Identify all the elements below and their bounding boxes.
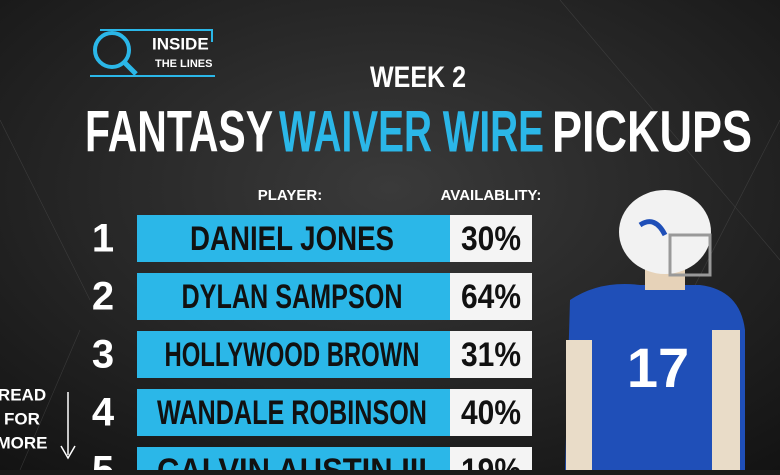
- player-image: 17: [565, 190, 745, 470]
- side-note: READ: [0, 385, 46, 404]
- name-cell: [137, 331, 450, 378]
- logo-line2: THE LINES: [155, 58, 212, 70]
- value-cell: [450, 331, 532, 378]
- logo: INSIDE THE LINES: [90, 29, 215, 77]
- player-name: DANIEL JONES: [190, 220, 394, 258]
- logo-line1: INSIDE: [152, 34, 209, 53]
- name-cell: [137, 215, 450, 262]
- availability: 19%: [461, 452, 521, 470]
- player-name: DYLAN SAMPSON: [182, 278, 403, 316]
- player-name: WANDALE ROBINSON: [157, 394, 427, 432]
- availability: 31%: [461, 336, 521, 374]
- column-header: AVAILABLITY:: [441, 187, 542, 204]
- rank: 5: [92, 449, 114, 470]
- title-end: PICKUPS: [552, 99, 752, 164]
- jersey-number: 17: [627, 336, 689, 399]
- player-name: HOLLYWOOD BROWN: [165, 336, 420, 374]
- rank: 1: [92, 217, 114, 261]
- name-cell: [137, 389, 450, 436]
- side-note: FOR: [4, 409, 40, 428]
- name-cell: [137, 273, 450, 320]
- week: WEEK 2: [370, 61, 466, 94]
- side-note: MORE: [0, 433, 48, 452]
- player-name: CALVIN AUSTIN III: [157, 452, 427, 470]
- arrow: [60, 392, 76, 460]
- title-start: FANTASY: [85, 99, 273, 164]
- column-header: PLAYER:: [258, 187, 322, 204]
- rank: 4: [92, 391, 115, 435]
- rank: 2: [92, 275, 114, 319]
- availability: 64%: [461, 278, 521, 316]
- title-highlight: WAIVER WIRE: [279, 99, 544, 164]
- rank: 3: [92, 333, 114, 377]
- value-cell: [450, 389, 532, 436]
- availability: 40%: [461, 394, 521, 432]
- value-cell: [450, 273, 532, 320]
- rows: 1 DANIEL JONES 30% 2 DYLAN SAMPSON 64% 3 HOLLYW…: [92, 215, 532, 475]
- value-cell: [450, 215, 532, 262]
- availability: 30%: [461, 220, 521, 258]
